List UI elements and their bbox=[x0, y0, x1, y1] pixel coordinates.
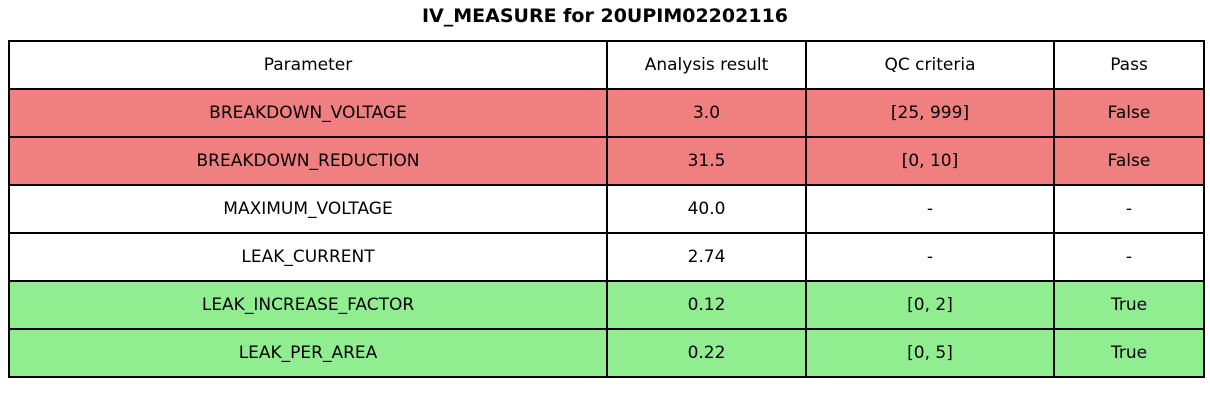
criteria-cell: [0, 2] bbox=[805, 280, 1055, 330]
column-header-pass: Pass bbox=[1053, 40, 1205, 90]
column-header-analysis-result: Analysis result bbox=[606, 40, 807, 90]
result-cell: 0.22 bbox=[606, 328, 807, 378]
param-cell: BREAKDOWN_REDUCTION bbox=[8, 136, 608, 186]
table-row-breakdown-reduction: BREAKDOWN_REDUCTION 31.5 [0, 10] False bbox=[8, 136, 1205, 186]
pass-cell: True bbox=[1053, 328, 1205, 378]
table-row-breakdown-voltage: BREAKDOWN_VOLTAGE 3.0 [25, 999] False bbox=[8, 88, 1205, 138]
page-title: IV_MEASURE for 20UPIM02202116 bbox=[421, 5, 789, 27]
pass-cell: - bbox=[1053, 232, 1205, 282]
pass-cell: True bbox=[1053, 280, 1205, 330]
criteria-cell: [25, 999] bbox=[805, 88, 1055, 138]
table-row-leak-current: LEAK_CURRENT 2.74 - - bbox=[8, 232, 1205, 282]
criteria-cell: [0, 5] bbox=[805, 328, 1055, 378]
criteria-cell: [0, 10] bbox=[805, 136, 1055, 186]
pass-cell: - bbox=[1053, 184, 1205, 234]
table-row-leak-increase-factor: LEAK_INCREASE_FACTOR 0.12 [0, 2] True bbox=[8, 280, 1205, 330]
param-cell: BREAKDOWN_VOLTAGE bbox=[8, 88, 608, 138]
table-row-leak-per-area: LEAK_PER_AREA 0.22 [0, 5] True bbox=[8, 328, 1205, 378]
param-cell: LEAK_INCREASE_FACTOR bbox=[8, 280, 608, 330]
qc-results-table: Parameter Analysis result QC criteria Pa… bbox=[8, 40, 1205, 378]
column-header-parameter: Parameter bbox=[8, 40, 608, 90]
result-cell: 2.74 bbox=[606, 232, 807, 282]
param-cell: LEAK_CURRENT bbox=[8, 232, 608, 282]
result-cell: 3.0 bbox=[606, 88, 807, 138]
criteria-cell: - bbox=[805, 184, 1055, 234]
result-cell: 31.5 bbox=[606, 136, 807, 186]
result-cell: 40.0 bbox=[606, 184, 807, 234]
result-cell: 0.12 bbox=[606, 280, 807, 330]
table-header-row: Parameter Analysis result QC criteria Pa… bbox=[8, 40, 1205, 90]
pass-cell: False bbox=[1053, 88, 1205, 138]
param-cell: LEAK_PER_AREA bbox=[8, 328, 608, 378]
criteria-cell: - bbox=[805, 232, 1055, 282]
param-cell: MAXIMUM_VOLTAGE bbox=[8, 184, 608, 234]
pass-cell: False bbox=[1053, 136, 1205, 186]
table-row-maximum-voltage: MAXIMUM_VOLTAGE 40.0 - - bbox=[8, 184, 1205, 234]
column-header-qc-criteria: QC criteria bbox=[805, 40, 1055, 90]
